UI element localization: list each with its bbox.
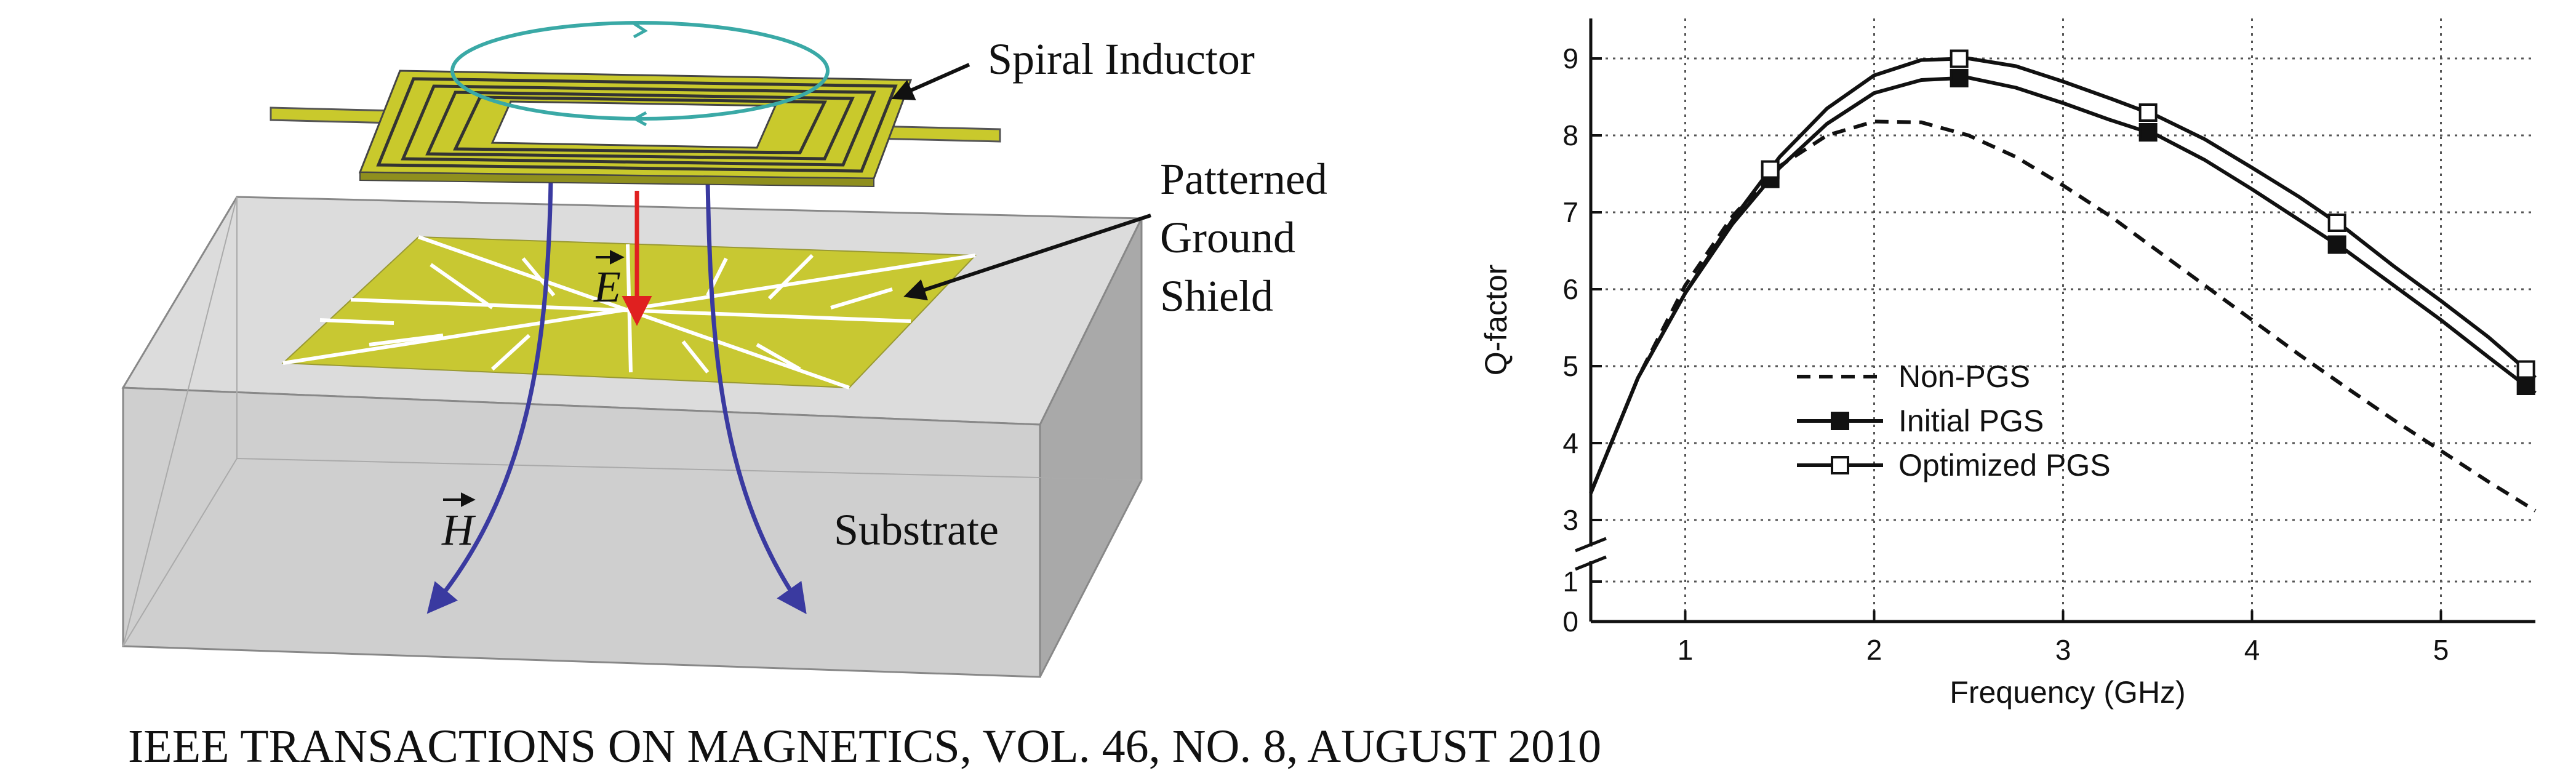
inductor-hole — [490, 100, 777, 149]
x-tick-label: 3 — [2055, 634, 2071, 666]
spiral-inductor — [270, 70, 1001, 188]
y-tick-label: 1 — [1562, 566, 1578, 598]
label-pgs-line2: Ground — [1160, 213, 1295, 262]
y-tick-label: 6 — [1562, 273, 1578, 305]
current-loop — [450, 21, 830, 121]
substrate-inner-floor — [122, 196, 238, 647]
marker-optimized-pgs — [2138, 103, 2158, 122]
series-line-initial-pgs — [1589, 76, 2537, 494]
inductor-pointer — [891, 63, 970, 100]
magnetic-field-lines — [426, 181, 807, 614]
marker-initial-pgs — [2138, 123, 2158, 142]
marker-initial-pgs — [1950, 69, 1969, 87]
label-pgs-line3: Shield — [1160, 271, 1273, 321]
inductor-body-thickness — [359, 171, 874, 188]
marker-optimized-pgs — [2516, 360, 2535, 379]
label-substrate: Substrate — [834, 505, 999, 554]
axis-break-mark — [1575, 537, 1607, 553]
marker-optimized-pgs — [2327, 214, 2346, 232]
axis-break-mark — [1575, 555, 1607, 571]
chart-ticks: 1 2 3 4 5 0 1 3 4 5 6 7 8 9 — [1562, 42, 2449, 666]
legend-label: Initial PGS — [1898, 404, 2044, 438]
inductor-lead-left — [270, 106, 395, 124]
chart-grid — [1591, 18, 2535, 622]
y-axis-label: Q-factor — [1479, 265, 1513, 376]
y-tick-label: 5 — [1562, 350, 1578, 382]
y-tick-label: 3 — [1562, 504, 1578, 536]
chart-series — [1589, 57, 2537, 513]
chart-legend: Non-PGS Initial PGS Optimized PGS — [1797, 359, 2111, 482]
label-pgs-line1: Patterned — [1160, 154, 1327, 204]
label-e-field: E — [593, 262, 621, 311]
x-tick-label: 2 — [1866, 634, 1882, 666]
marker-optimized-pgs — [1950, 49, 1969, 68]
y-tick-label: 8 — [1562, 119, 1578, 151]
chart-axes — [1575, 18, 2535, 623]
y-tick-label: 7 — [1562, 196, 1578, 228]
marker-optimized-pgs — [1761, 160, 1780, 179]
y-tick-label: 0 — [1562, 606, 1578, 638]
marker-initial-pgs — [2327, 235, 2346, 254]
label-h-field: H — [441, 505, 476, 554]
pgs-diagram: Spiral Inductor Patterned Ground Shield … — [121, 21, 1327, 678]
h-field-line-right — [705, 181, 807, 614]
x-tick-label: 1 — [1678, 634, 1694, 666]
legend-marker — [1831, 456, 1849, 474]
legend-label: Non-PGS — [1898, 359, 2030, 394]
x-axis-label: Frequency (GHz) — [1950, 675, 2185, 710]
marker-initial-pgs — [2516, 377, 2535, 395]
legend-label: Optimized PGS — [1898, 448, 2111, 482]
x-tick-label: 4 — [2244, 634, 2260, 666]
citation: IEEE TRANSACTIONS ON MAGNETICS, VOL. 46,… — [128, 721, 1602, 772]
x-tick-label: 5 — [2433, 634, 2449, 666]
legend-marker — [1831, 412, 1849, 430]
y-tick-label: 4 — [1562, 427, 1578, 459]
chart-markers — [1761, 49, 2535, 395]
h-field-line-left — [426, 181, 553, 614]
shield-pointer — [903, 214, 1151, 301]
series-line-optimized-pgs — [1589, 57, 2537, 494]
y-tick-label: 9 — [1562, 42, 1578, 74]
label-spiral-inductor: Spiral Inductor — [988, 34, 1255, 84]
